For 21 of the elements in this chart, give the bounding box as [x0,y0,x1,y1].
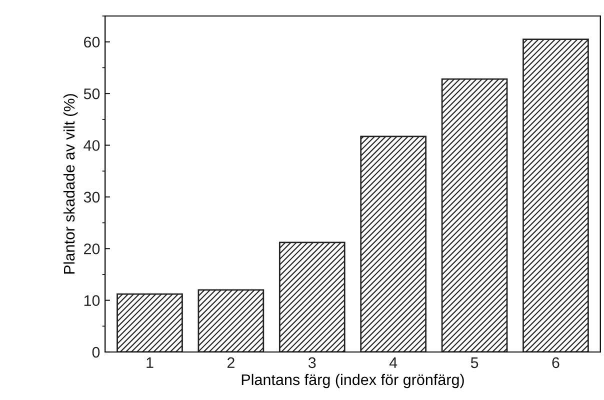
bar [360,136,427,352]
x-axis-title: Plantans färg (index för grönfärg) [242,374,464,388]
x-tick-label: 3 [308,357,316,368]
y-axis-title: Plantor skadade av vilt (%) [63,94,78,274]
y-tick-label: 60 [84,36,100,48]
x-tick-label: 4 [389,357,398,368]
x-tick-label: 6 [552,357,560,368]
x-tick-label: 5 [470,357,478,368]
y-tick-label: 10 [84,295,100,306]
y-tick-label: 20 [84,243,100,254]
y-tick-label: 50 [84,88,100,100]
bar [198,289,264,352]
y-tick-label: 40 [84,140,100,151]
x-tick-label: 2 [227,357,234,368]
y-tick-label: 0 [92,346,100,358]
bar [522,38,589,352]
y-tick-label: 30 [84,192,100,203]
x-tick-label: 1 [146,357,154,368]
bar [441,78,508,352]
bar [278,242,346,352]
bar [116,293,183,352]
